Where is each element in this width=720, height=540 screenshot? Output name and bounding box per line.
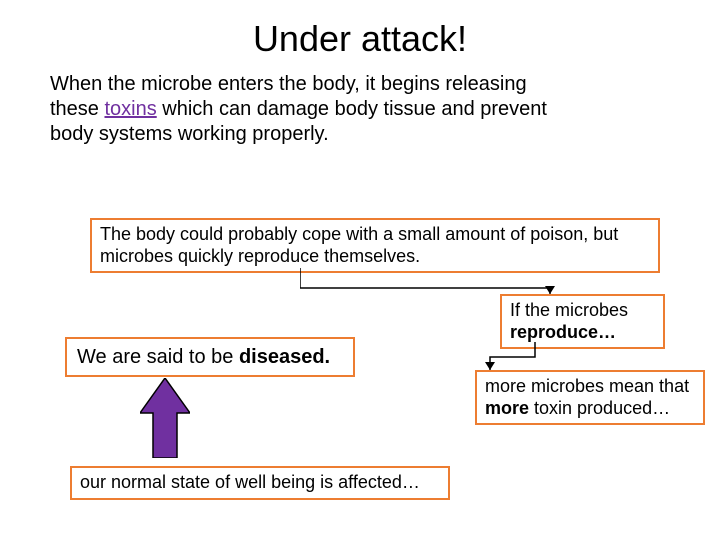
reproduce-bold: reproduce… <box>510 322 616 342</box>
moretoxin-post: toxin produced… <box>529 398 670 418</box>
intro-paragraph: When the microbe enters the body, it beg… <box>50 72 570 147</box>
slide-title: Under attack! <box>0 18 720 60</box>
moretoxin-bold: more <box>485 398 529 418</box>
diseased-pre: We are said to be <box>77 346 239 368</box>
box-diseased: We are said to be diseased. <box>65 337 355 377</box>
toxins-word: toxins <box>104 98 156 120</box>
box-cope: The body could probably cope with a smal… <box>90 218 660 273</box>
connector-reproduce-to-moretoxin <box>475 342 545 382</box>
diseased-bold: diseased. <box>239 346 330 368</box>
connector-top-to-reproduce <box>300 268 560 308</box>
box-wellbeing: our normal state of well being is affect… <box>70 466 450 500</box>
up-arrow-icon <box>140 378 190 458</box>
